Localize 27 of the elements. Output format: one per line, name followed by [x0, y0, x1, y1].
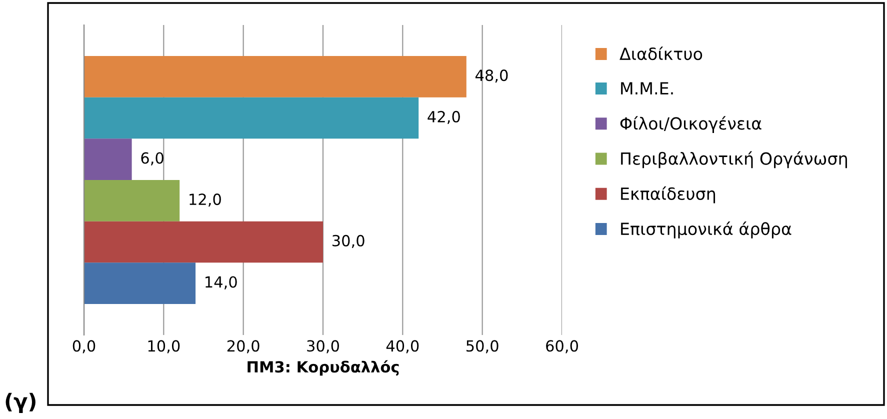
x-tick-label: 0,0	[72, 340, 96, 354]
bar	[84, 221, 323, 263]
x-tick-label: 40,0	[386, 340, 419, 354]
legend-label: Μ.Μ.Ε.	[621, 82, 673, 94]
legend-label: Φίλοι/Οικογένεια	[620, 116, 762, 133]
text: (γ)	[6, 392, 36, 413]
legend-label: Περιβαλλοντική Οργάνωση	[621, 151, 847, 168]
data-label: 42,0	[428, 110, 460, 124]
bar	[84, 138, 132, 180]
data-label: 12,0	[190, 194, 221, 207]
data-label: 14,0	[206, 276, 237, 290]
bar	[84, 56, 466, 98]
data-label: 30,0	[332, 234, 364, 248]
x-tick-label: 30,0	[307, 340, 339, 354]
bar	[84, 262, 196, 304]
x-tick-label: 50,0	[466, 340, 498, 354]
bar	[84, 180, 180, 222]
legend-label: Επιστημονικά άρθρα	[621, 222, 792, 238]
legend-label: Διαδίκτυο	[620, 46, 702, 60]
x-tick-label: 60,0	[546, 340, 578, 354]
x-axis-title: ΠΜ3: Κορυδαλλός	[248, 360, 399, 376]
data-label: 48,0	[475, 70, 508, 83]
data-label: 6,0	[141, 152, 164, 166]
legend-label: Εκπαίδευση	[621, 186, 716, 204]
x-tick-label: 10,0	[148, 340, 180, 354]
bar	[84, 97, 419, 139]
x-tick-label: 20,0	[227, 340, 260, 354]
